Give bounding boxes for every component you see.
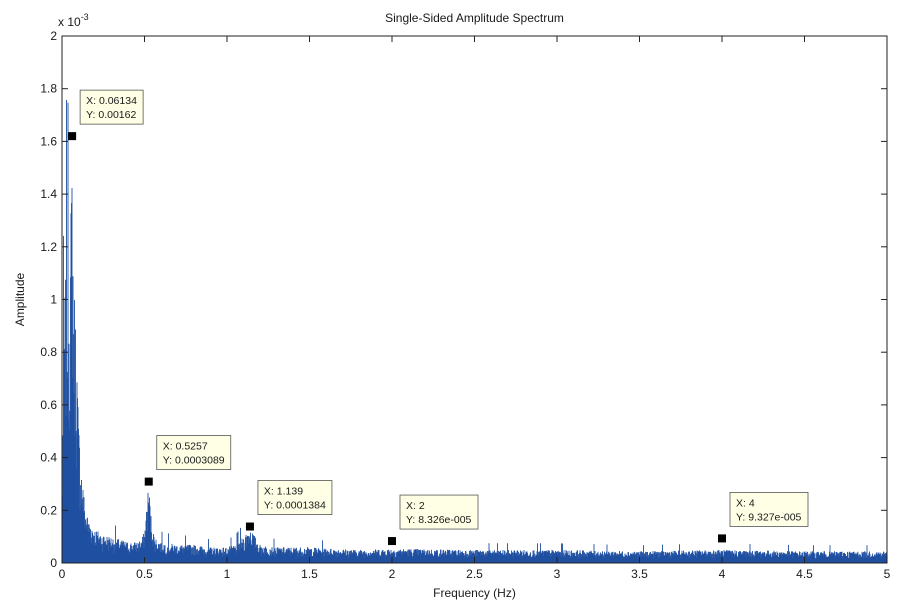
y-tick-label: 1 — [50, 293, 57, 307]
datatip-x-label: X: 1.139 — [264, 486, 303, 498]
datatip-box — [79, 89, 144, 125]
y-tick-label: 1.2 — [40, 240, 57, 254]
chart-title: Single-Sided Amplitude Spectrum — [385, 11, 564, 25]
x-tick-label: 5 — [884, 567, 891, 581]
x-tick-label: 1 — [224, 567, 231, 581]
y-tick-label: 0.6 — [40, 398, 57, 412]
datatip-marker[interactable] — [388, 537, 396, 546]
y-tick-label: 0.4 — [40, 451, 57, 465]
y-axis-exponent-power: -3 — [81, 12, 89, 22]
datatip-x-label: X: 2 — [406, 500, 425, 512]
datatip-x-label: X: 0.5257 — [163, 441, 208, 453]
datatip-box — [729, 492, 809, 527]
y-tick-label: 0 — [50, 556, 57, 570]
datatip-marker[interactable] — [245, 522, 254, 531]
x-tick-label: 2 — [389, 567, 396, 581]
datatip[interactable]: X: 2 Y: 8.326e-005 — [388, 494, 479, 546]
datatip-y-label: Y: 0.0001384 — [264, 500, 326, 512]
y-tick-label: 0.2 — [40, 503, 57, 517]
datatip-marker[interactable] — [718, 534, 726, 543]
datatip-x-label: X: 4 — [736, 497, 755, 509]
datatip-y-label: Y: 0.0003089 — [163, 455, 225, 467]
x-tick-label: 4 — [719, 567, 726, 581]
datatip-y-label: Y: 9.327e-005 — [736, 511, 802, 523]
datatip[interactable]: X: 4 Y: 9.327e-005 — [718, 492, 809, 543]
x-tick-label: 0.5 — [136, 567, 153, 581]
datatip[interactable]: X: 0.06134 Y: 0.00162 — [68, 89, 144, 141]
plot-area — [62, 36, 887, 563]
datatip-marker[interactable] — [144, 477, 153, 486]
y-tick-label: 1.6 — [40, 134, 57, 148]
datatip-y-label: Y: 8.326e-005 — [406, 514, 472, 526]
datatip-box — [156, 435, 232, 471]
y-tick-label: 1.8 — [40, 82, 57, 96]
x-tick-label: 0 — [59, 567, 66, 581]
datatip[interactable]: X: 1.139 Y: 0.0001384 — [245, 480, 333, 531]
datatip-box — [257, 480, 333, 515]
labels-layer: 0 0.5 1 1.5 2 2.5 3 3.5 4 4.5 5 0 0.2 0.4 0.6 0.8 1 1.2 1.… — [40, 29, 890, 581]
ticks-layer — [61, 35, 888, 564]
y-tick-label: 0.8 — [40, 345, 57, 359]
x-tick-label: 3 — [554, 567, 561, 581]
datatip[interactable]: X: 0.5257 Y: 0.0003089 — [144, 435, 232, 486]
y-axis-title: Amplitude — [13, 273, 27, 327]
datatip-x-label: X: 0.06134 — [86, 95, 137, 107]
x-axis-title: Frequency (Hz) — [433, 586, 516, 600]
x-tick-label: 4.5 — [796, 567, 813, 581]
y-axis-exponent: x 10-3 — [58, 12, 89, 29]
x-tick-label: 3.5 — [631, 567, 648, 581]
datatip-y-label: Y: 0.00162 — [86, 109, 136, 121]
datatip-marker[interactable] — [68, 132, 77, 141]
y-tick-label: 1.4 — [40, 187, 57, 201]
datatip-box — [399, 494, 479, 530]
datatip-layer: X: 0.06134 Y: 0.00162 X: 0.5257 Y: 0.000308… — [68, 89, 809, 546]
y-tick-label: 2 — [50, 29, 57, 43]
x-tick-label: 1.5 — [301, 567, 318, 581]
x-tick-label: 2.5 — [466, 567, 483, 581]
y-axis-exponent-base: x 10 — [58, 15, 81, 29]
